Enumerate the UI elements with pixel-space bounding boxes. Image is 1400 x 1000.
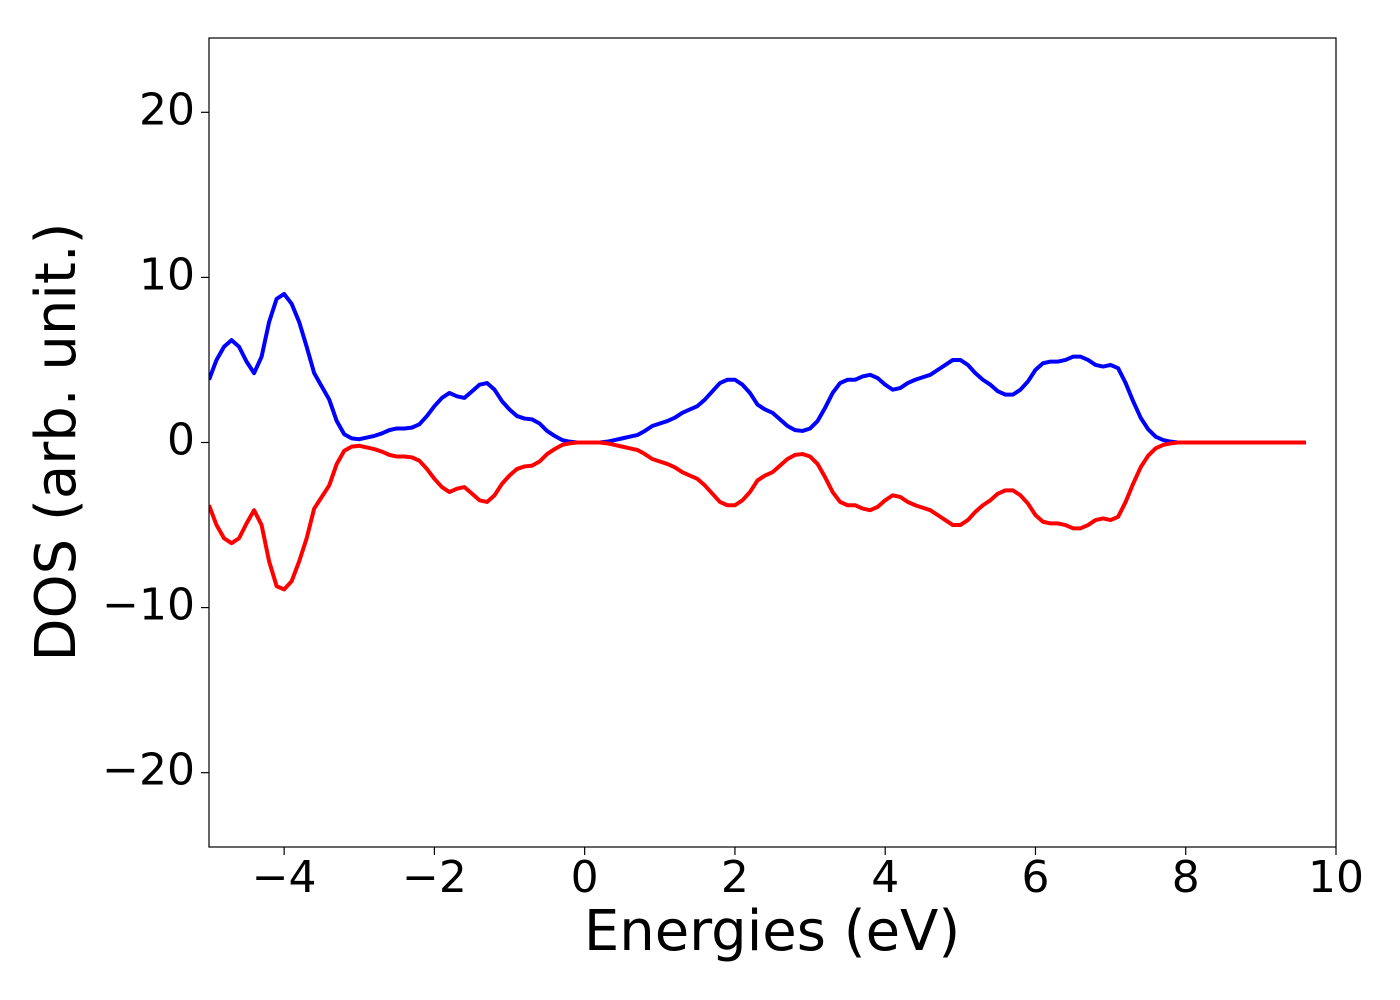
plot-area (209, 291, 1306, 592)
x-tick-label: 6 (1021, 852, 1049, 903)
y-tick-label: −20 (102, 745, 195, 796)
x-tick-label: 10 (1308, 852, 1364, 903)
x-tick-label: −4 (252, 852, 317, 903)
y-axis-label: DOS (arb. unit.) (24, 222, 89, 661)
x-tick-label: 2 (721, 852, 749, 903)
x-axis-label: Energies (eV) (584, 899, 960, 964)
x-tick-label: 4 (871, 852, 899, 903)
y-tick-label: 20 (139, 84, 195, 135)
dos-line (209, 291, 1306, 445)
dos-line (209, 440, 1306, 592)
y-tick-label: 10 (139, 249, 195, 300)
y-tick-label: 0 (167, 415, 195, 466)
y-tick-label: −10 (102, 580, 195, 631)
x-tick-label: −2 (402, 852, 467, 903)
x-tick-label: 0 (571, 852, 599, 903)
x-tick-label: 8 (1172, 852, 1200, 903)
